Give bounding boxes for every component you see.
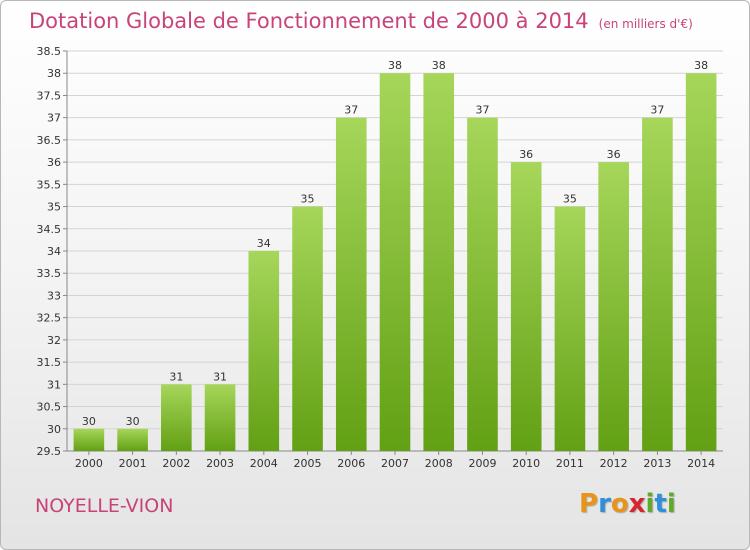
y-tick-label: 35 xyxy=(47,201,61,214)
commune-name: NOYELLE-VION xyxy=(35,495,174,517)
bar-2007 xyxy=(379,73,411,451)
y-tick-label: 34 xyxy=(47,245,61,258)
chart-title-text: Dotation Globale de Fonctionnement de 20… xyxy=(29,9,589,33)
x-tick-label: 2010 xyxy=(512,457,540,470)
x-tick-label: 2000 xyxy=(75,457,103,470)
y-tick-label: 33 xyxy=(47,289,61,302)
logo-letter: o xyxy=(610,489,629,519)
bar-2004 xyxy=(248,251,280,451)
y-tick-label: 36.5 xyxy=(37,134,62,147)
data-label: 37 xyxy=(650,104,664,117)
x-tick-label: 2002 xyxy=(162,457,190,470)
bar-2014 xyxy=(685,73,717,451)
bar-2005 xyxy=(292,206,323,451)
bars xyxy=(73,73,717,452)
data-label: 30 xyxy=(126,415,140,428)
x-tick-label: 2011 xyxy=(556,457,584,470)
bar-2002 xyxy=(161,384,192,451)
y-tick-label: 32 xyxy=(47,334,61,347)
bar-2001 xyxy=(117,428,148,451)
x-tick-label: 2001 xyxy=(119,457,147,470)
x-tick-label: 2007 xyxy=(381,457,409,470)
data-label: 30 xyxy=(82,415,96,428)
x-tick-label: 2008 xyxy=(425,457,453,470)
logo-letter: i xyxy=(645,489,655,519)
bar-2003 xyxy=(204,384,236,451)
y-tick-label: 35.5 xyxy=(37,178,62,191)
chart-unit: (en milliers d'€) xyxy=(598,17,693,31)
data-label: 38 xyxy=(694,59,708,72)
data-label: 31 xyxy=(169,370,183,383)
data-label: 38 xyxy=(432,59,446,72)
logo-letter: i xyxy=(666,489,676,519)
x-tick-label: 2013 xyxy=(643,457,671,470)
x-tick-label: 2006 xyxy=(337,457,365,470)
data-label: 31 xyxy=(213,370,227,383)
data-label: 38 xyxy=(388,59,402,72)
y-tick-label: 32.5 xyxy=(37,312,62,325)
bar-2009 xyxy=(467,117,498,452)
data-label: 36 xyxy=(519,148,533,161)
x-tick-label: 2005 xyxy=(294,457,322,470)
x-tick-label: 2014 xyxy=(687,457,715,470)
logo-letter: x xyxy=(628,489,646,519)
x-tick-label: 2003 xyxy=(206,457,234,470)
data-label: 35 xyxy=(301,193,315,206)
y-tick-label: 29.5 xyxy=(37,445,62,458)
y-tick-label: 38 xyxy=(47,67,61,80)
logo-letter: r xyxy=(598,489,611,519)
y-tick-label: 33.5 xyxy=(37,267,62,280)
bar-2006 xyxy=(335,117,367,452)
y-tick-label: 36 xyxy=(47,156,61,169)
x-tick-label: 2012 xyxy=(600,457,628,470)
logo-letter: P xyxy=(579,489,599,519)
y-tick-label: 34.5 xyxy=(37,223,62,236)
data-label: 37 xyxy=(344,104,358,117)
bar-2000 xyxy=(73,428,105,451)
bar-2011 xyxy=(554,206,586,451)
y-tick-label: 31.5 xyxy=(37,356,62,369)
data-label: 36 xyxy=(607,148,621,161)
y-tick-label: 37.5 xyxy=(37,89,62,102)
proxiti-logo: Proxiti xyxy=(579,489,676,519)
bar-2013 xyxy=(642,117,673,452)
axes: 29.5 30 30.5 31 31.5 32 32.5 33 33.5 34 34.5 35 35.5… xyxy=(37,45,723,470)
data-label: 37 xyxy=(475,104,489,117)
x-tick-label: 2009 xyxy=(468,457,496,470)
data-labels: 30 30 31 31 34 35 37 38 38 37 36 35 36 37 38 xyxy=(82,59,708,428)
bar-2012 xyxy=(598,162,629,451)
logo-letter: t xyxy=(654,489,667,519)
chart-title: Dotation Globale de Fonctionnement de 20… xyxy=(29,9,693,33)
y-tick-label: 30 xyxy=(47,423,61,436)
y-tick-label: 38.5 xyxy=(37,45,62,58)
bar-2010 xyxy=(510,162,542,451)
data-label: 35 xyxy=(563,193,577,206)
x-tick-label: 2004 xyxy=(250,457,278,470)
y-tick-label: 30.5 xyxy=(37,401,62,414)
y-tick-label: 31 xyxy=(47,378,61,391)
data-label: 34 xyxy=(257,237,271,250)
bar-2008 xyxy=(423,73,455,451)
y-tick-label: 37 xyxy=(47,112,61,125)
